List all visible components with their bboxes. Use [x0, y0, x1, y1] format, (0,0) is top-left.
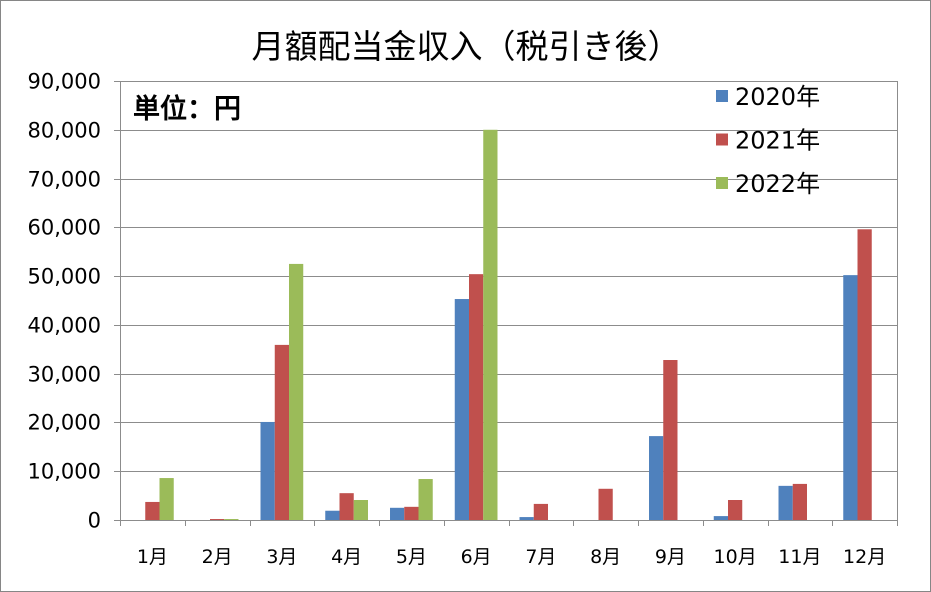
y-tick-label: 40,000 [28, 314, 101, 338]
bar-series-2-month-7 [533, 503, 548, 520]
x-tick-label: 10月 [714, 546, 757, 568]
bar-series-3-month-5 [418, 479, 433, 520]
bar-series-1-month-5 [390, 507, 405, 520]
y-axis-labels: 0 10,000 20,000 30,000 40,000 50,000 60,000 70,… [28, 70, 101, 533]
x-tick-label: 8月 [590, 546, 621, 568]
bar-series-2-month-9 [663, 360, 678, 520]
bar-series-1-month-6 [454, 299, 470, 520]
bar-series-2-month-1 [145, 501, 160, 520]
x-tick-label: 5月 [396, 546, 427, 568]
bar-series-3-month-3 [288, 263, 304, 520]
y-tick-label: 90,000 [28, 70, 101, 94]
bar-series-3-month-4 [353, 500, 368, 520]
bars [145, 129, 872, 521]
y-tick-label: 60,000 [28, 216, 101, 240]
x-tick-label: 2月 [202, 546, 233, 568]
legend-swatch [716, 90, 728, 102]
x-tick-label: 11月 [778, 546, 821, 568]
x-tick-label: 4月 [331, 546, 362, 568]
bar-series-2-month-3 [274, 344, 289, 520]
bar-series-2-month-5 [404, 506, 419, 520]
bar-series-3-month-1 [159, 478, 174, 520]
y-tick-label: 70,000 [28, 168, 101, 192]
x-tick-label: 9月 [655, 546, 686, 568]
bar-series-1-month-12 [843, 275, 858, 520]
legend: 2020年 2021年 2022年 [716, 83, 820, 198]
axes [114, 81, 898, 526]
chart-title: 月額配当金収入（税引き後） [252, 27, 681, 66]
y-tick-label: 80,000 [28, 119, 101, 143]
bar-series-1-month-9 [649, 436, 664, 520]
bar-series-2-month-11 [792, 483, 807, 520]
x-tick-label: 1月 [137, 546, 168, 568]
bar-series-2-month-12 [857, 229, 872, 521]
legend-label: 2021年 [735, 127, 820, 155]
legend-label: 2022年 [735, 170, 820, 198]
bar-series-3-month-6 [483, 129, 498, 520]
y-tick-label: 20,000 [28, 411, 101, 435]
bar-series-2-month-8 [598, 488, 613, 520]
bar-series-1-month-11 [778, 485, 793, 520]
y-tick-label: 50,000 [28, 265, 101, 289]
bar-series-2-month-6 [469, 274, 484, 520]
x-tick-label: 12月 [843, 546, 886, 568]
x-axis-labels: 1月 2月 3月 4月 5月 6月 7月 8月 9月 10月 11月 12月 [137, 546, 886, 568]
gridlines [120, 81, 897, 472]
x-tick-label: 3月 [266, 546, 297, 568]
y-tick-label: 30,000 [28, 363, 101, 387]
bar-series-2-month-4 [339, 493, 354, 520]
bar-series-1-month-10 [713, 516, 729, 520]
legend-label: 2020年 [735, 83, 820, 111]
bar-series-1-month-3 [260, 421, 275, 520]
bar-series-3-month-2 [224, 519, 239, 520]
legend-swatch [716, 133, 728, 146]
bar-series-1-month-7 [519, 517, 534, 520]
unit-annotation: 単位：円 [133, 93, 241, 125]
x-tick-label: 7月 [525, 546, 556, 568]
bar-series-1-month-4 [325, 510, 340, 520]
legend-swatch [716, 177, 728, 189]
y-tick-label: 0 [88, 509, 101, 533]
y-tick-label: 10,000 [28, 460, 101, 484]
x-tick-label: 6月 [461, 546, 492, 568]
bar-series-2-month-10 [728, 500, 743, 520]
bar-series-2-month-2 [210, 519, 225, 520]
